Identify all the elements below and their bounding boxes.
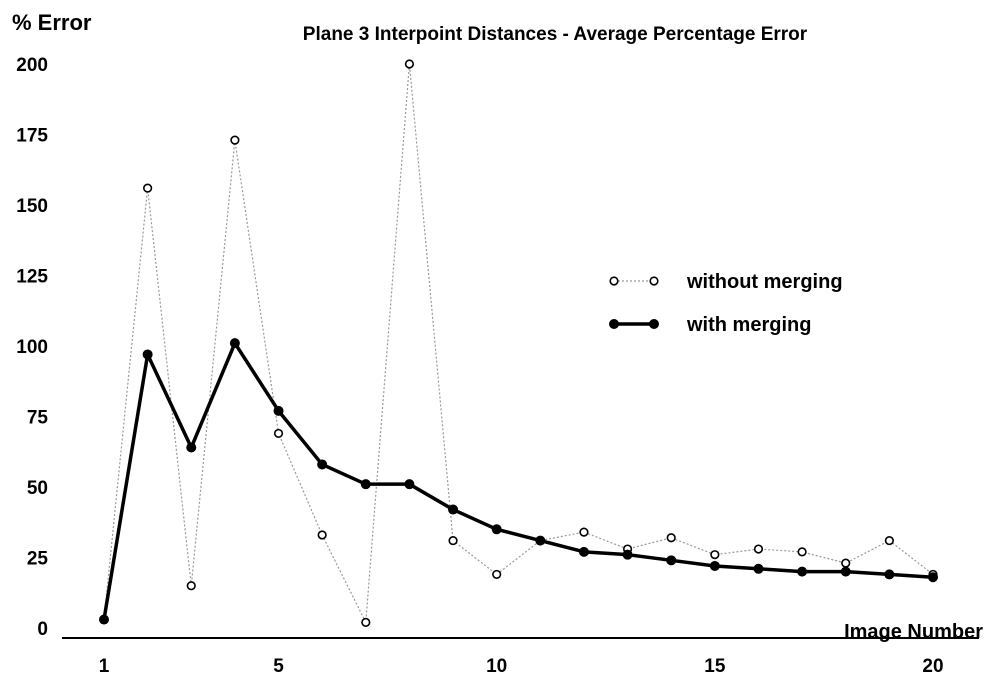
data-point xyxy=(709,560,720,571)
data-point xyxy=(710,550,720,560)
data-point xyxy=(142,349,153,360)
data-point xyxy=(884,569,895,580)
data-point xyxy=(448,504,459,515)
data-point xyxy=(491,524,502,535)
data-point xyxy=(229,338,240,349)
y-tick-label: 50 xyxy=(27,478,48,499)
series-line xyxy=(103,63,934,623)
legend: without merging with merging xyxy=(609,271,843,336)
data-point xyxy=(143,183,153,193)
data-point xyxy=(884,535,894,546)
data-point xyxy=(797,547,807,557)
x-tick-label: 1 xyxy=(99,656,110,677)
series-with-merging xyxy=(99,338,938,625)
x-tick-label: 5 xyxy=(273,656,284,677)
series-layer xyxy=(99,59,938,627)
data-point xyxy=(840,566,851,577)
legend-marker xyxy=(649,276,659,286)
data-point xyxy=(273,405,284,416)
y-tick-label: 200 xyxy=(16,55,48,76)
data-point xyxy=(230,135,240,145)
y-tick-label: 150 xyxy=(16,196,48,217)
data-point xyxy=(361,617,371,627)
data-point xyxy=(186,581,196,591)
y-tick-label: 175 xyxy=(16,126,48,147)
data-point xyxy=(273,428,284,439)
x-tick-label: 10 xyxy=(486,656,507,677)
legend-label: without merging xyxy=(686,271,843,293)
legend-label: with merging xyxy=(686,314,811,336)
data-point xyxy=(186,442,197,453)
data-point xyxy=(448,535,458,546)
data-point xyxy=(797,566,808,577)
data-point xyxy=(317,530,327,540)
data-point xyxy=(666,555,677,566)
y-tick-label: 75 xyxy=(27,408,49,429)
x-tick-label: 15 xyxy=(704,656,726,677)
data-point xyxy=(404,59,415,69)
data-point xyxy=(492,569,502,580)
y-tick-label: 125 xyxy=(16,267,48,288)
data-point xyxy=(666,533,676,543)
legend-marker xyxy=(649,319,659,329)
data-point xyxy=(753,563,764,574)
data-point xyxy=(579,527,589,537)
data-point xyxy=(99,614,109,625)
x-axis-label: Image Number xyxy=(844,621,983,643)
data-point xyxy=(928,572,938,583)
x-tick-label: 20 xyxy=(922,656,943,677)
data-point xyxy=(535,535,546,546)
legend-marker xyxy=(609,276,619,286)
y-tick-label: 0 xyxy=(37,619,48,640)
y-tick-label: 100 xyxy=(16,337,48,358)
legend-marker xyxy=(609,319,619,329)
data-point xyxy=(841,558,851,568)
y-tick-label: 25 xyxy=(27,549,49,570)
chart-title: Plane 3 Interpoint Distances - Average P… xyxy=(303,24,808,45)
x-tick-labels: 1 5 10 15 20 xyxy=(99,656,944,677)
data-point xyxy=(578,546,589,557)
data-point xyxy=(317,459,328,470)
y-axis-label: % Error xyxy=(12,10,92,35)
y-tick-labels: 0 25 50 75 100 125 150 175 200 xyxy=(16,55,48,640)
data-point xyxy=(622,549,633,560)
data-point xyxy=(404,479,415,490)
series-line xyxy=(102,341,934,620)
data-point xyxy=(753,544,764,554)
series-without-merging xyxy=(99,59,938,627)
data-point xyxy=(360,479,371,490)
